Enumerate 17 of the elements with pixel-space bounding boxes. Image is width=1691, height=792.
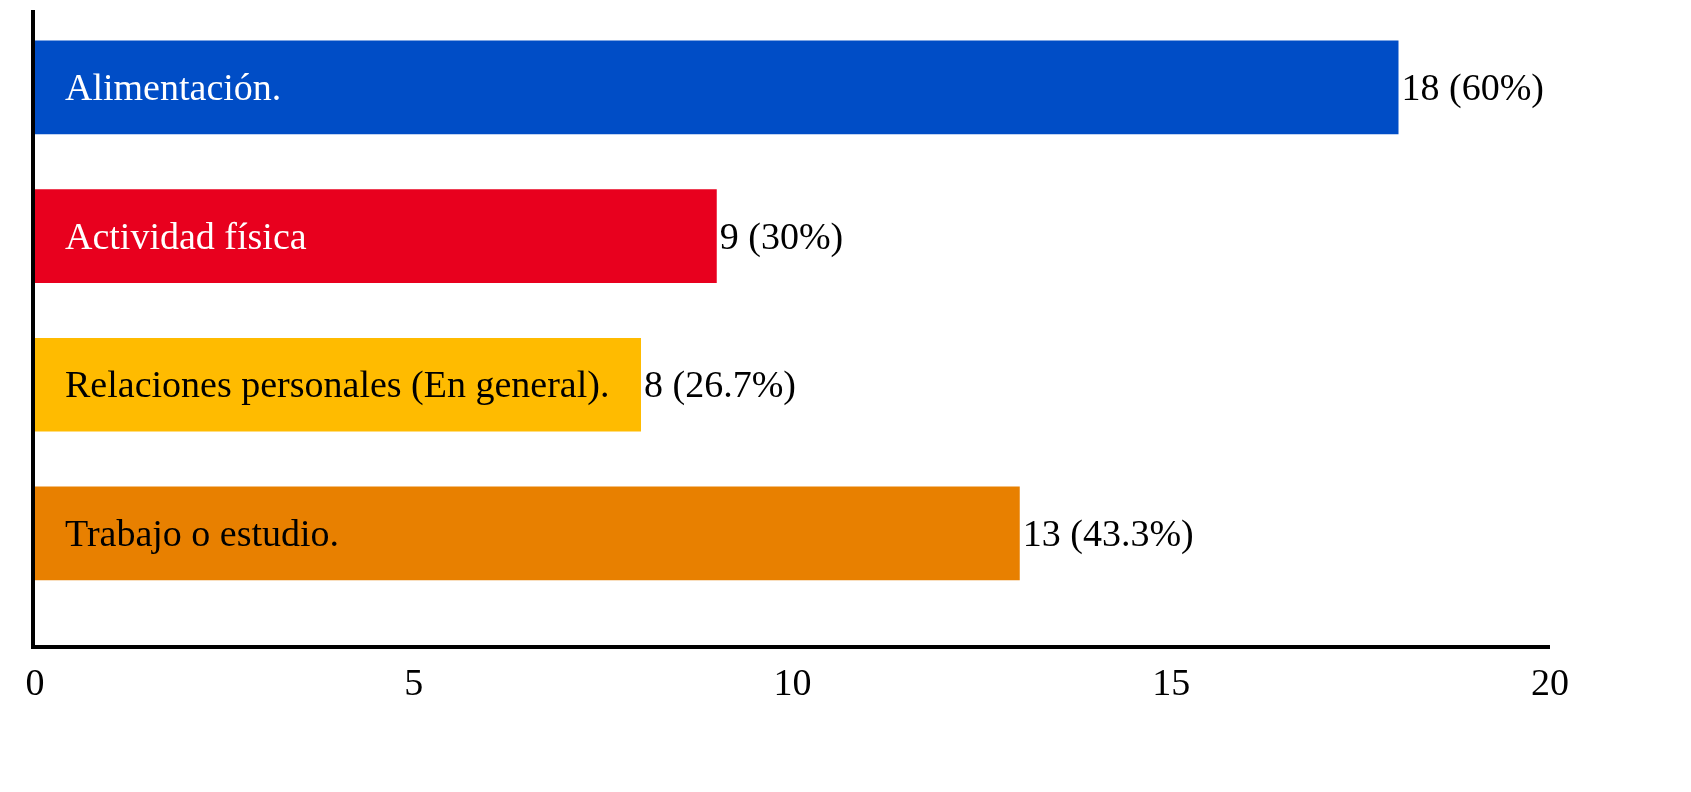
x-tick-label: 20 xyxy=(1531,660,1569,703)
x-tick-label: 10 xyxy=(773,660,812,703)
data-label: 13 (43.3%) xyxy=(1022,511,1194,555)
y-tick-label: Alimentación. xyxy=(65,66,282,108)
bar xyxy=(35,486,1020,581)
bar xyxy=(35,40,1399,135)
y-tick-label: Relaciones personales (En general). xyxy=(65,363,610,406)
y-tick-label: Actividad física xyxy=(65,215,307,257)
x-tick-label: 15 xyxy=(1152,660,1191,703)
bar xyxy=(35,189,717,283)
data-label: 18 (60%) xyxy=(1401,65,1544,109)
data-label: 9 (30%) xyxy=(719,214,844,258)
bar xyxy=(35,337,641,432)
data-label: 8 (26.7%) xyxy=(644,363,796,407)
x-tick-label: 5 xyxy=(404,660,424,703)
x-tick-label: 0 xyxy=(25,660,45,703)
y-tick-label: Trabajo o estudio. xyxy=(65,512,340,554)
